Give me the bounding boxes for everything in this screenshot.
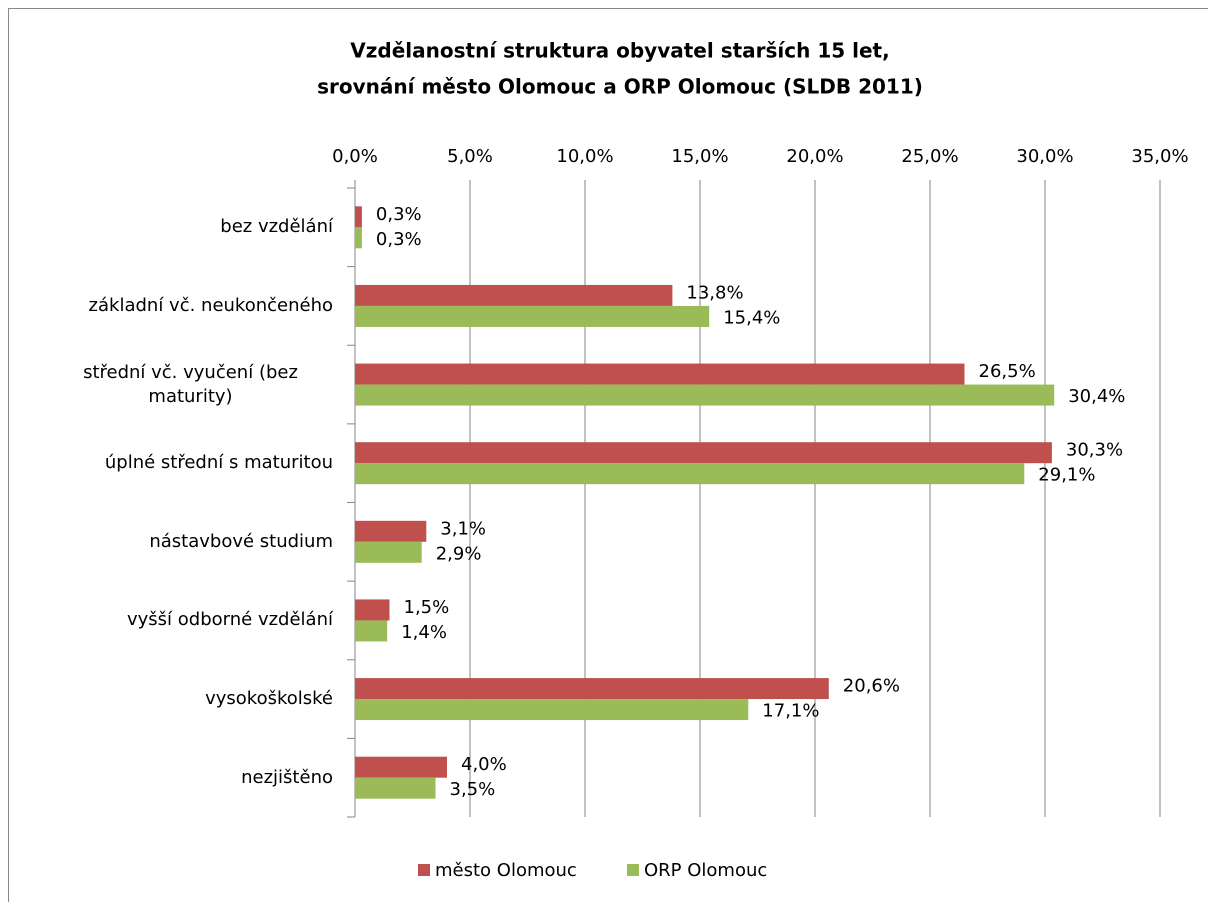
y-tick-label-box: vyšší odborné vzdělání (127, 590, 333, 650)
y-tick-label-box: střední vč. vyučení (bez maturity) (48, 355, 333, 415)
data-label: 1,4% (401, 622, 447, 643)
bar (355, 442, 1052, 464)
data-label: 15,4% (723, 307, 780, 328)
data-label: 3,5% (450, 779, 496, 800)
legend-label: ORP Olomouc (644, 860, 767, 881)
bar (355, 206, 362, 228)
legend-swatch (627, 864, 639, 876)
bar (355, 756, 447, 778)
x-tick-label: 20,0% (786, 146, 843, 167)
bar (355, 520, 427, 542)
y-tick-label-box: úplné střední s maturitou (105, 433, 333, 493)
bar (355, 599, 390, 621)
data-label: 0,3% (376, 204, 422, 225)
y-tick-label-box: nezjištěno (241, 748, 333, 808)
bar (355, 305, 710, 327)
bar (355, 699, 749, 721)
x-tick-label: 10,0% (556, 146, 613, 167)
y-tick-label-box: vysokoškolské (205, 669, 333, 729)
x-tick-label: 15,0% (671, 146, 728, 167)
chart-title: Vzdělanostní struktura obyvatel starších… (350, 39, 889, 63)
y-tick-label: úplné střední s maturitou (104, 452, 333, 474)
y-tick-label: bez vzdělání (220, 216, 333, 238)
data-label: 17,1% (762, 701, 819, 722)
bar (355, 284, 673, 306)
data-label: 1,5% (404, 597, 450, 618)
y-tick-label: vysokoškolské (205, 688, 333, 710)
legend-label: město Olomouc (435, 860, 577, 881)
data-label: 2,9% (436, 543, 482, 564)
chart-title: srovnání město Olomouc a ORP Olomouc (SL… (317, 75, 923, 99)
y-tick-label: nezjištěno (241, 766, 333, 788)
y-tick-label-box: nástavbové studium (149, 512, 333, 572)
x-tick-label: 5,0% (447, 146, 493, 167)
bar (355, 463, 1025, 485)
y-tick-label: nástavbové studium (149, 530, 333, 552)
data-label: 13,8% (686, 282, 743, 303)
bar (355, 541, 422, 563)
data-label: 0,3% (376, 229, 422, 250)
data-label: 20,6% (843, 676, 900, 697)
data-label: 26,5% (979, 361, 1036, 382)
x-tick-label: 0,0% (332, 146, 378, 167)
y-tick-label-box: základní vč. neukončeného (89, 276, 333, 336)
bar (355, 227, 362, 249)
data-label: 30,3% (1066, 440, 1123, 461)
data-label: 4,0% (461, 754, 507, 775)
data-label: 29,1% (1038, 465, 1095, 486)
bar (355, 620, 388, 642)
data-label: 3,1% (440, 518, 486, 539)
bar (355, 363, 965, 385)
legend-swatch (418, 864, 430, 876)
bar (355, 678, 829, 700)
x-tick-label: 35,0% (1131, 146, 1188, 167)
y-tick-label: základní vč. neukončeného (88, 294, 333, 316)
bar (355, 384, 1055, 406)
x-tick-label: 30,0% (1016, 146, 1073, 167)
y-tick-label: vyšší odborné vzdělání (127, 609, 333, 631)
x-tick-label: 25,0% (901, 146, 958, 167)
y-tick-label-box: bez vzdělání (220, 197, 333, 257)
bar (355, 777, 436, 799)
data-label: 30,4% (1068, 386, 1125, 407)
y-tick-label: střední vč. vyučení (bez maturity) (83, 361, 298, 407)
